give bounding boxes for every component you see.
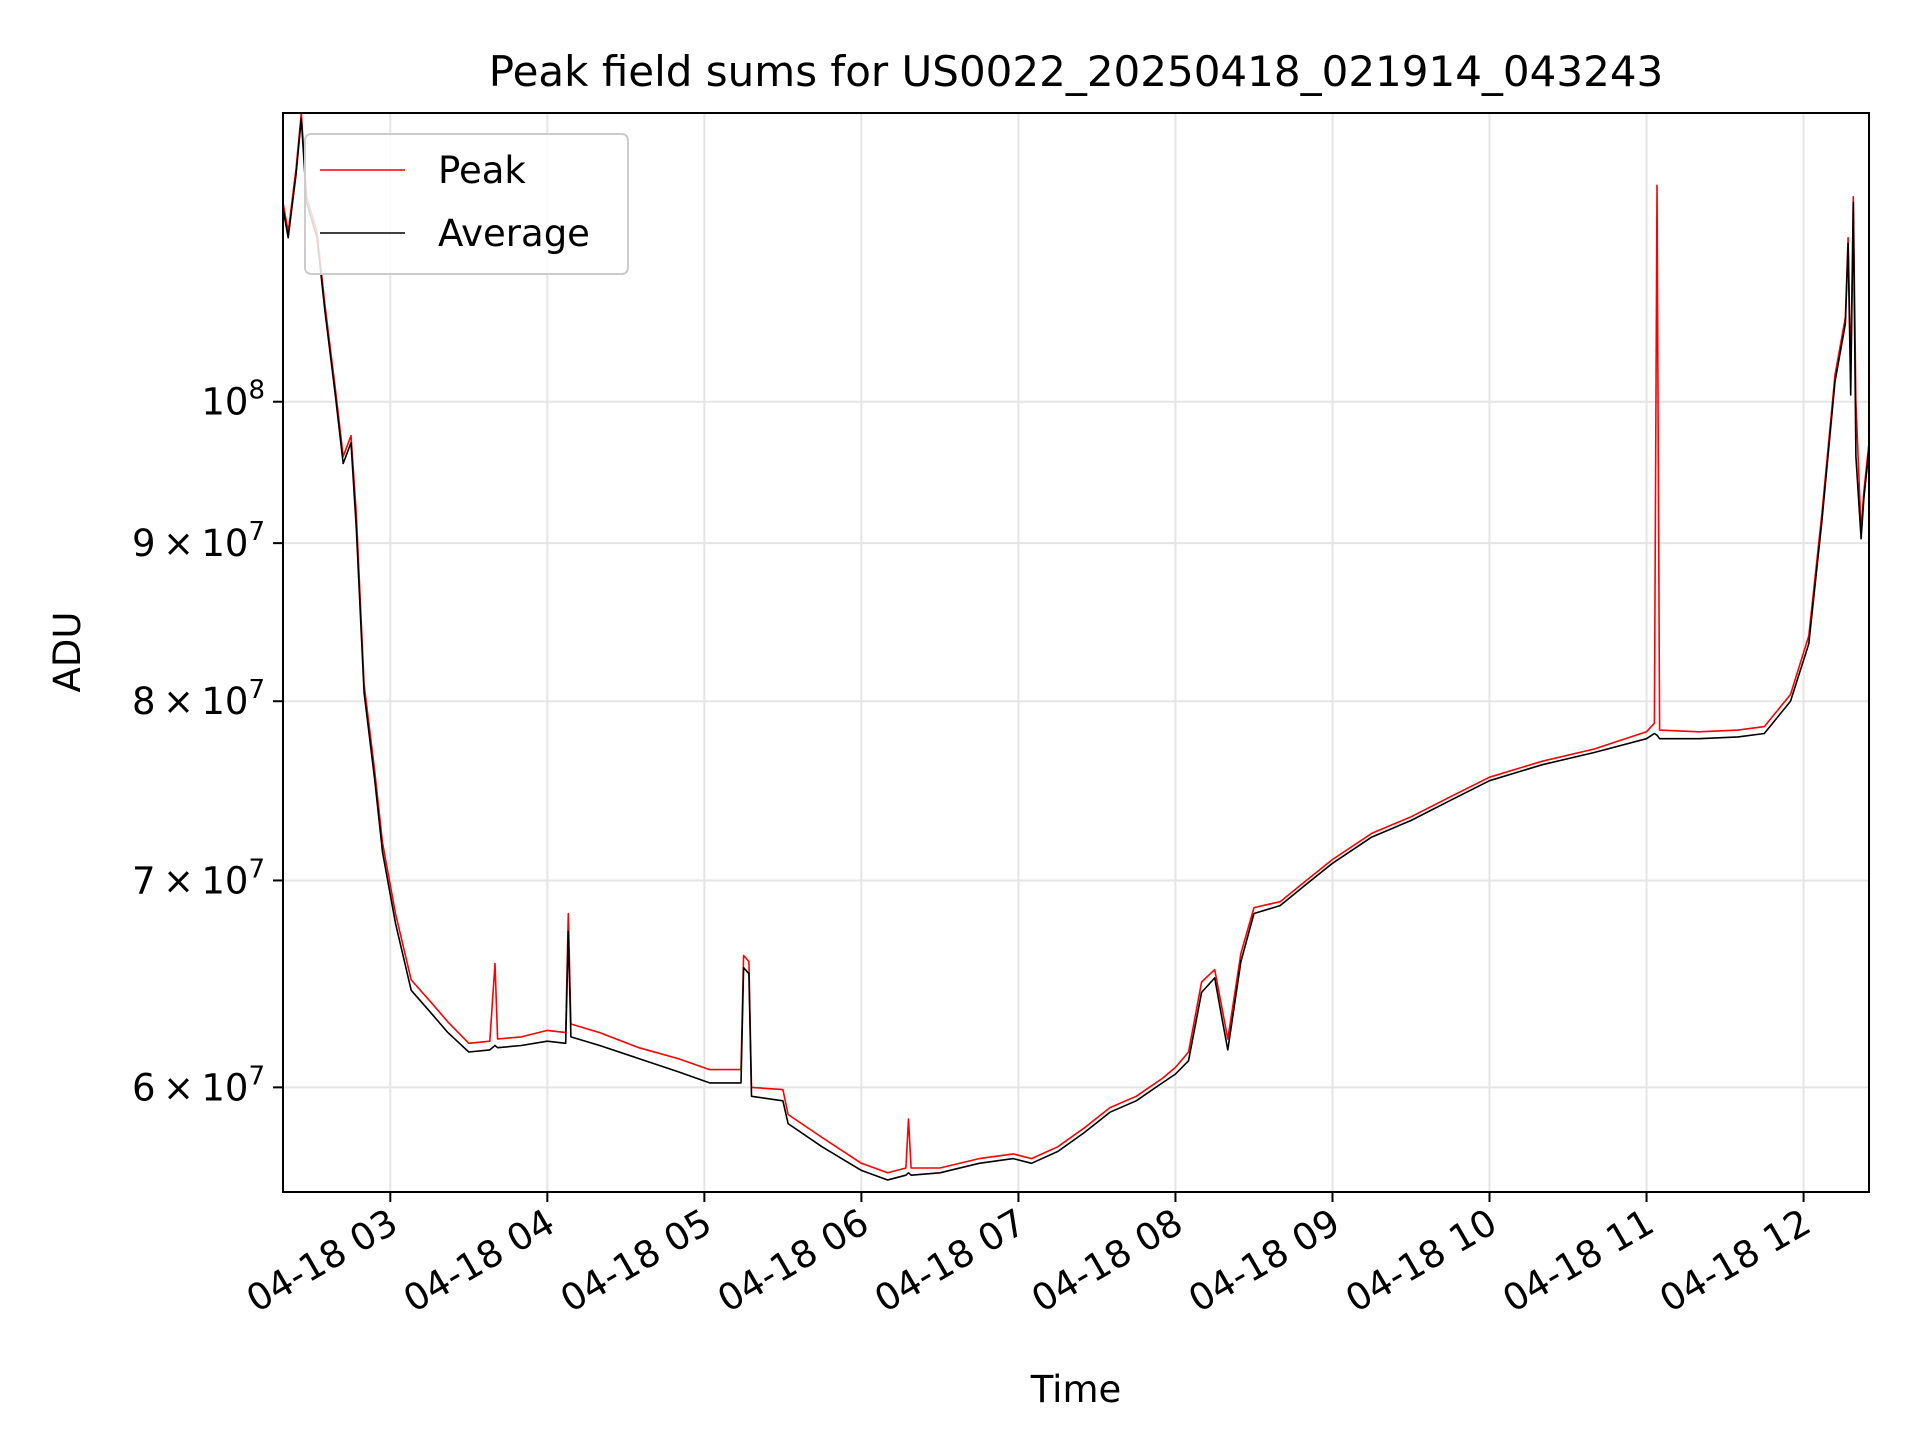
plot-frame (282, 112, 1870, 1193)
y-tick-label: 7 × 107 (132, 854, 265, 902)
legend-label-peak: Peak (438, 149, 526, 192)
x-axis-label: Time (1030, 1368, 1122, 1411)
legend-label-average: Average (438, 212, 590, 255)
y-tick-label: 6 × 107 (132, 1061, 265, 1109)
series-layer (283, 113, 1869, 1181)
y-tick-exponent: 7 (248, 854, 265, 884)
y-tick-label: 108 (201, 376, 265, 424)
y-tick-exponent: 7 (248, 1061, 265, 1091)
y-tick-base: 6 × 10 (132, 1066, 248, 1109)
y-tick-base: 8 × 10 (132, 680, 248, 723)
y-tick-label: 9 × 107 (132, 517, 265, 565)
y-tick-base: 9 × 10 (132, 522, 248, 565)
y-tick-exponent: 8 (248, 376, 265, 406)
y-tick-exponent: 7 (248, 675, 265, 705)
y-tick-base: 10 (201, 381, 248, 424)
y-axis-label: ADU (46, 612, 89, 693)
series-line-peak (283, 113, 1869, 1174)
legend-box (304, 133, 629, 275)
chart-title: Peak field sums for US0022_20250418_0219… (489, 47, 1664, 96)
y-tick-base: 7 × 10 (132, 859, 248, 902)
y-tick-label: 8 × 107 (132, 675, 265, 723)
y-tick-exponent: 7 (248, 517, 265, 547)
legend: Peak Average (304, 133, 629, 275)
series-line-average (283, 117, 1869, 1181)
